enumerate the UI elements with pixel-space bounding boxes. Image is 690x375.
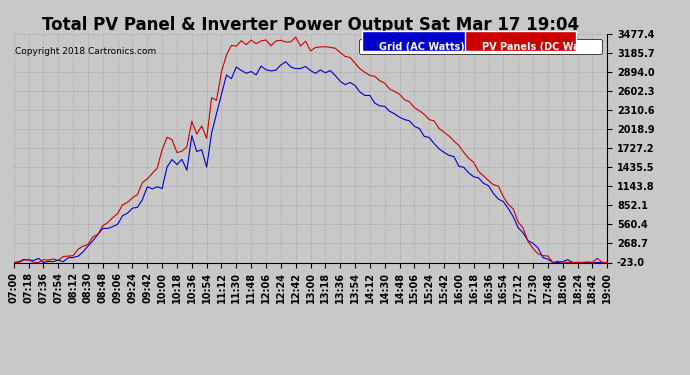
Title: Total PV Panel & Inverter Power Output Sat Mar 17 19:04: Total PV Panel & Inverter Power Output S… [42,16,579,34]
Legend: Grid (AC Watts), PV Panels (DC Watts): Grid (AC Watts), PV Panels (DC Watts) [359,39,602,54]
Text: Copyright 2018 Cartronics.com: Copyright 2018 Cartronics.com [15,48,156,57]
